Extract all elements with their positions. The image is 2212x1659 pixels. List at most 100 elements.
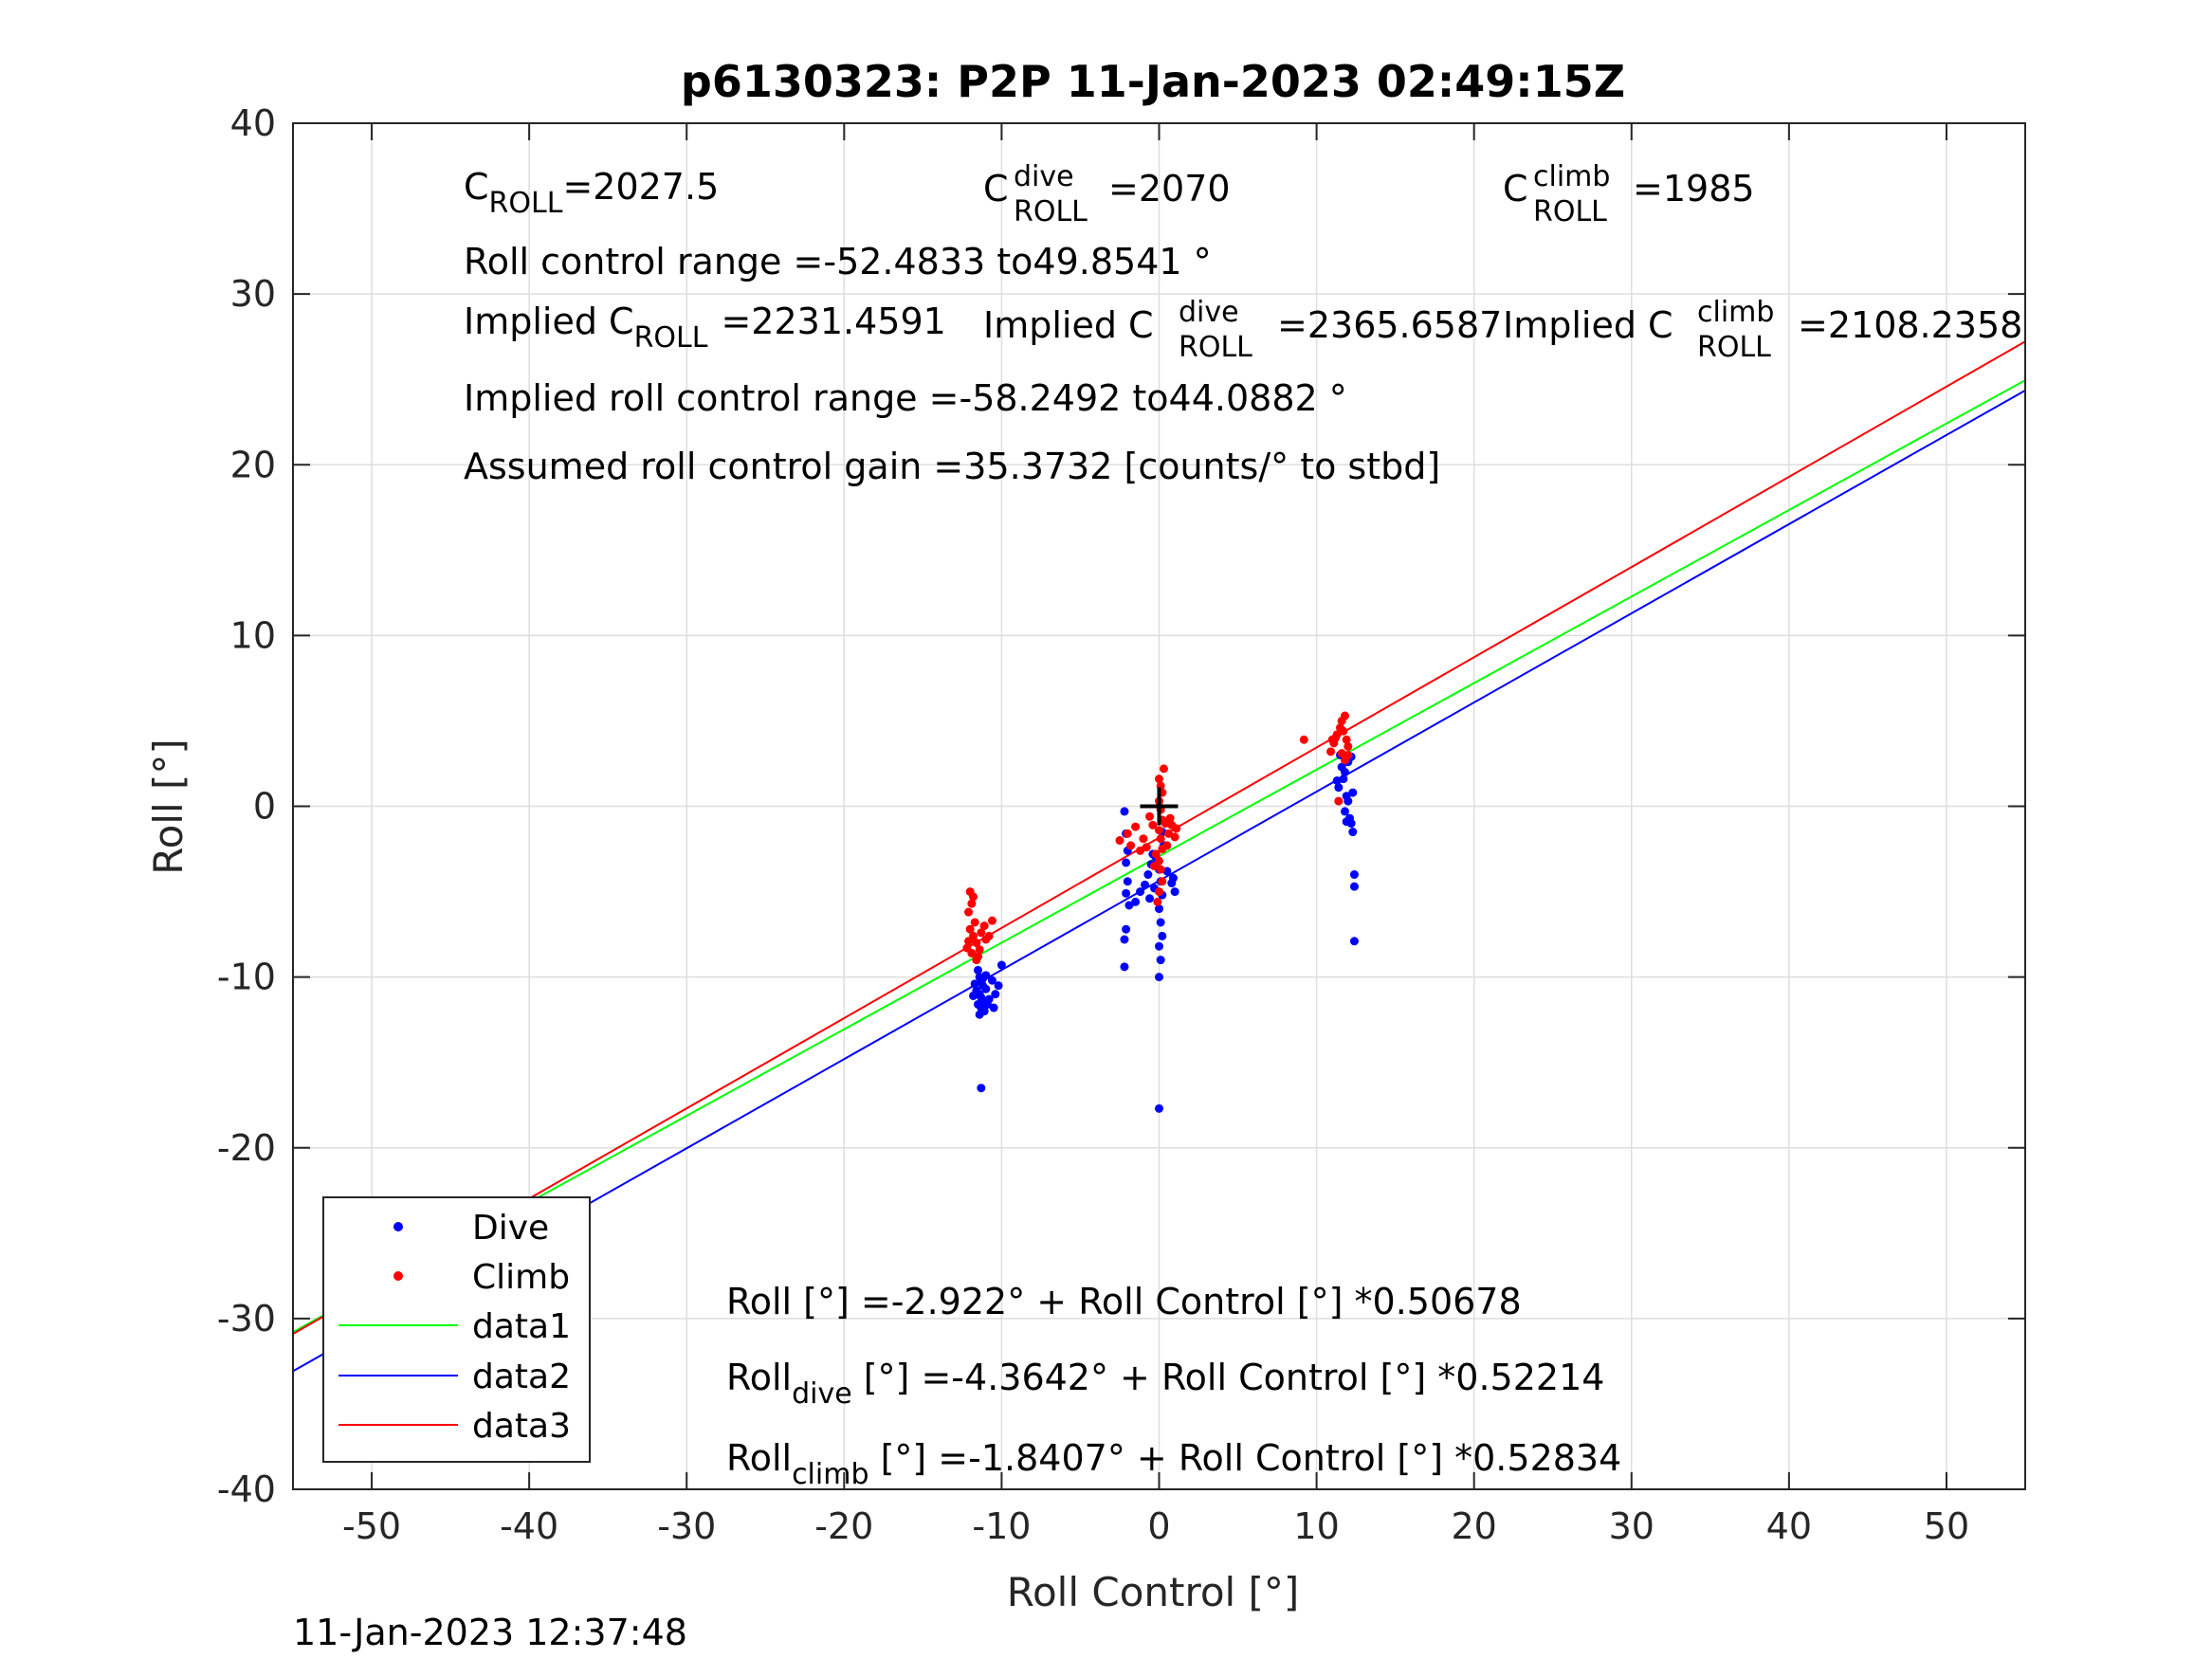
climb-point: [979, 921, 989, 931]
dive-point: [1348, 828, 1358, 837]
x-tick-label: -20: [814, 1505, 873, 1547]
dive-point: [1155, 941, 1163, 951]
climb-point: [970, 918, 979, 927]
legend-label-data2: data2: [472, 1358, 571, 1396]
x-tick-label: -50: [342, 1505, 401, 1547]
dive-point: [1170, 887, 1179, 897]
climb-point: [1170, 832, 1179, 842]
x-axis-label: Roll Control [°]: [1007, 1569, 1300, 1615]
climb-point: [1153, 897, 1162, 906]
dive-point: [975, 1010, 984, 1019]
climb-point: [967, 899, 977, 908]
dive-point: [1339, 775, 1348, 784]
dive-point: [987, 975, 996, 985]
legend-marker-climb: [393, 1271, 403, 1281]
climb-point: [1151, 849, 1161, 859]
dive-point: [1120, 962, 1129, 972]
dive-point: [1123, 877, 1132, 886]
climb-point: [972, 956, 981, 965]
climb-point: [984, 931, 994, 940]
svg-text:ROLL: ROLL: [1179, 331, 1252, 364]
legend: Dive Climb data1 data2 data3: [322, 1196, 591, 1463]
dive-point: [989, 1003, 998, 1012]
roll-control-gain: Assumed roll control gain =35.3732 [coun…: [464, 446, 1440, 487]
dive-point: [970, 979, 979, 989]
svg-text:dive: dive: [1179, 296, 1239, 329]
dive-point: [977, 1084, 986, 1093]
y-tick-label: 10: [230, 614, 276, 656]
x-tick-label: -40: [500, 1505, 558, 1547]
footer-timestamp: 11-Jan-2023 12:37:48: [293, 1612, 687, 1653]
dive-point: [1340, 767, 1349, 776]
dive-point: [1155, 973, 1163, 982]
dive-point: [973, 965, 982, 975]
dive-point: [1340, 807, 1349, 816]
climb-point: [1339, 726, 1348, 736]
dive-point: [1168, 873, 1178, 883]
dive-point: [1156, 918, 1165, 927]
dive-point: [981, 984, 991, 994]
svg-text:dive: dive: [1014, 160, 1074, 193]
y-axis-label: Roll [°]: [145, 738, 192, 874]
climb-point: [1159, 764, 1168, 774]
climb-point: [1156, 865, 1165, 874]
implied-c-roll: Implied CROLL =2231.4591: [464, 301, 946, 355]
climb-point: [967, 948, 977, 957]
svg-text:ROLL: ROLL: [1697, 331, 1771, 364]
legend-label-data3: data3: [472, 1407, 571, 1446]
roll-control-range: Roll control range =-52.4833 to49.8541 °: [464, 241, 1212, 283]
x-tick-label: 20: [1452, 1505, 1497, 1547]
y-tick-label: 0: [253, 786, 276, 828]
dive-point: [1349, 882, 1359, 891]
svg-text:=2070: =2070: [1108, 168, 1231, 210]
climb-point: [1172, 824, 1181, 833]
climb-point: [1150, 862, 1160, 871]
climb-point: [1148, 820, 1158, 830]
x-tick-label: 30: [1609, 1505, 1654, 1547]
climb-point: [1158, 877, 1167, 886]
dive-point: [996, 960, 1006, 970]
climb-point: [987, 916, 996, 925]
implied-roll-control-range: Implied roll control range =-58.2492 to4…: [464, 377, 1347, 419]
dive-point: [1124, 901, 1134, 910]
climb-point: [1344, 750, 1353, 759]
x-tick-label: 10: [1293, 1505, 1339, 1547]
dive-point: [1122, 888, 1131, 898]
dive-point: [1156, 956, 1165, 965]
climb-point: [1131, 822, 1141, 831]
c-roll-climb-annotation: C climb ROLL =1985: [1503, 160, 1755, 228]
dive-point: [1145, 894, 1155, 903]
dive-point: [1342, 817, 1351, 827]
dive-point: [994, 981, 1003, 991]
climb-point: [1342, 735, 1351, 744]
climb-point: [1155, 775, 1163, 784]
c-roll-annotation: CROLL=2027.5: [464, 166, 719, 220]
climb-point: [1123, 829, 1132, 838]
dive-point: [981, 971, 991, 980]
x-tick-label: 40: [1766, 1505, 1812, 1547]
dive-point: [969, 991, 978, 1000]
fit-equation-all: Roll [°] =-2.922° + Roll Control [°] *0.…: [726, 1281, 1522, 1322]
climb-point: [1155, 826, 1163, 835]
climb-point: [964, 907, 974, 917]
svg-text:Implied C: Implied C: [1503, 304, 1673, 346]
svg-text:C: C: [1503, 168, 1528, 210]
svg-text:=2108.2358: =2108.2358: [1798, 304, 2022, 346]
climb-point: [1142, 843, 1151, 852]
y-tick-label: -40: [217, 1468, 276, 1510]
climb-point: [1156, 834, 1165, 844]
climb-point: [1136, 846, 1145, 855]
dive-point: [1141, 880, 1150, 889]
x-tick-label: 0: [1147, 1505, 1170, 1547]
dive-point: [1120, 807, 1129, 816]
climb-point: [969, 892, 978, 902]
svg-text:=1985: =1985: [1633, 168, 1755, 210]
climb-point: [972, 939, 981, 948]
fit-equation-climb: Rollclimb [°] =-1.8407° + Roll Control […: [726, 1437, 1621, 1491]
implied-c-roll-dive: Implied C dive ROLL =2365.6587: [983, 296, 1502, 364]
climb-point: [1163, 829, 1173, 838]
fit-equation-dive: Rolldive [°] =-4.3642° + Roll Control [°…: [726, 1357, 1604, 1411]
data-points: [962, 711, 1359, 1113]
legend-marker-dive: [393, 1222, 403, 1231]
y-tick-label: -10: [217, 957, 276, 998]
